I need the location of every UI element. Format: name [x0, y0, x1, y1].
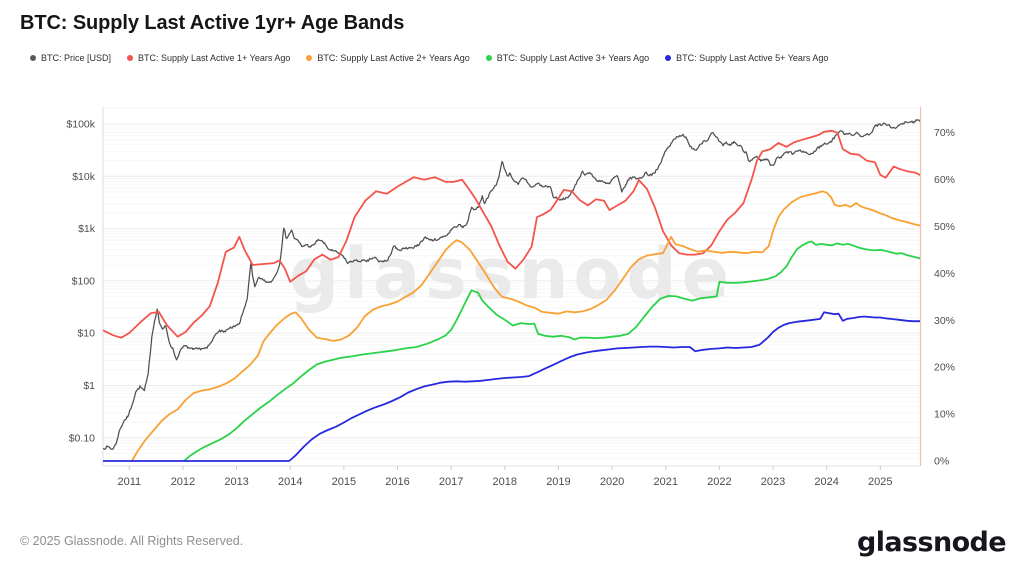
y-right-tick-label: 40%	[934, 268, 955, 280]
glassnode-watermark: glassnode	[289, 233, 734, 315]
x-tick-label: 2024	[814, 476, 838, 488]
legend-item-price[interactable]: BTC: Price [USD]	[30, 53, 111, 63]
x-tick-label: 2011	[117, 476, 141, 488]
x-tick-label: 2015	[332, 476, 356, 488]
legend-dot-icon	[127, 55, 134, 61]
copyright-text: © 2025 Glassnode. All Rights Reserved.	[20, 534, 244, 548]
series-lines	[103, 119, 920, 462]
legend-item-supply-3[interactable]: BTC: Supply Last Active 3+ Years Ago	[485, 53, 650, 63]
legend-dot-icon	[30, 55, 36, 61]
legend-item-label: BTC: Price [USD]	[41, 53, 112, 63]
y-left-tick-label: $10	[77, 328, 95, 340]
x-tick-label: 2013	[224, 476, 248, 488]
x-tick-label: 2017	[439, 476, 463, 488]
y-right-tick-label: 60%	[934, 174, 955, 186]
x-tick-label: 2016	[385, 476, 409, 488]
y-right-tick-label: 10%	[934, 409, 955, 421]
series-line-btc-supply-last-active-1-years-ago	[103, 129, 920, 339]
y-right-tick-label: 30%	[934, 315, 955, 327]
y-right-tick-label: 70%	[934, 127, 955, 139]
x-tick-label: 2014	[278, 476, 302, 488]
legend-item-label: BTC: Supply Last Active 3+ Years Ago	[496, 53, 650, 63]
chart-legend: BTC: Price [USD] BTC: Supply Last Active …	[30, 53, 828, 63]
y-right-tick-label: 0%	[934, 456, 949, 468]
series-line-btc-supply-last-active-5-years-ago	[103, 311, 920, 462]
legend-item-label: BTC: Supply Last Active 1+ Years Ago	[138, 53, 291, 63]
glassnode-logo: glassnode	[857, 527, 1007, 558]
legend-dot-icon	[485, 55, 492, 61]
x-tick-label: 2020	[600, 476, 624, 488]
legend-item-label: BTC: Supply Last Active 5+ Years Ago	[676, 53, 829, 63]
x-tick-label: 2025	[868, 476, 892, 488]
legend-dot-icon	[665, 55, 672, 61]
y-left-tick-label: $100	[72, 275, 96, 287]
legend-item-supply-4[interactable]: BTC: Supply Last Active 5+ Years Ago	[665, 53, 828, 63]
x-tick-label: 2019	[546, 476, 570, 488]
series-line-btc-supply-last-active-2-years-ago	[131, 190, 920, 462]
legend-item-supply-2[interactable]: BTC: Supply Last Active 2+ Years Ago	[306, 53, 470, 63]
y-left-tick-label: $10k	[72, 171, 96, 183]
y-left-tick-label: $1	[83, 380, 95, 392]
legend-item-supply-1[interactable]: BTC: Supply Last Active 1+ Years Ago	[127, 53, 290, 63]
series-line-btc-price-usd	[103, 119, 920, 451]
chart-title: BTC: Supply Last Active 1yr+ Age Bands	[20, 12, 405, 34]
y-left-tick-label: $1k	[78, 223, 96, 235]
y-left-tick-label: $0.10	[69, 432, 95, 444]
x-tick-label: 2023	[761, 476, 785, 488]
legend-dot-icon	[306, 55, 313, 61]
x-tick-label: 2022	[707, 476, 731, 488]
y-left-tick-label: $100k	[66, 119, 95, 131]
x-tick-label: 2021	[653, 476, 677, 488]
y-right-tick-label: 50%	[934, 221, 955, 233]
legend-item-label: BTC: Supply Last Active 2+ Years Ago	[317, 53, 470, 63]
x-tick-label: 2012	[171, 476, 195, 488]
x-tick-label: 2018	[493, 476, 517, 488]
y-right-tick-label: 20%	[934, 362, 955, 374]
gridlines	[103, 107, 920, 460]
series-line-btc-supply-last-active-3-years-ago	[183, 240, 920, 462]
